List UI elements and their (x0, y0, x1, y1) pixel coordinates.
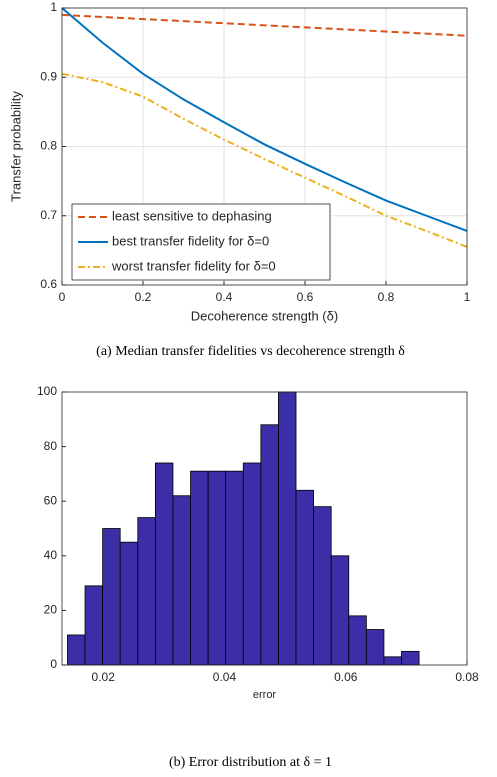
y-tick-label: 0.7 (40, 208, 57, 222)
histogram-bar (225, 470, 244, 666)
caption: (b) Error distribution at δ = 1 (169, 755, 332, 770)
line-series (61, 72, 468, 248)
legend-label: worst transfer fidelity for δ=0 (111, 258, 276, 273)
histogram-bar (207, 470, 227, 666)
y-tick-label: 40 (44, 548, 58, 562)
histogram-bar (401, 650, 420, 666)
histogram-bar (383, 656, 402, 666)
legend-label: best transfer fidelity for δ=0 (112, 233, 269, 248)
x-tick-label: 0.4 (216, 290, 233, 304)
histogram-bar (172, 495, 191, 666)
histogram-bar (330, 555, 350, 666)
y-tick-label: 1 (50, 0, 57, 14)
histogram-bar (119, 541, 139, 666)
histogram-bar (295, 489, 315, 666)
line-series (61, 13, 468, 37)
histogram-bar (313, 506, 332, 666)
y-tick-label: 0 (50, 657, 57, 671)
x-tick-label: 0.02 (92, 670, 116, 684)
histogram-bar (154, 462, 174, 666)
histogram-bar (84, 585, 104, 666)
x-tick-label: 0.04 (213, 670, 237, 684)
y-tick-label: 100 (37, 384, 57, 398)
y-tick-label: 80 (44, 439, 58, 453)
histogram-bar (365, 629, 385, 666)
legend-label: least sensitive to dephasing (112, 208, 272, 223)
x-tick-label: 0.08 (455, 670, 479, 684)
y-tick-label: 0.9 (40, 69, 57, 83)
histogram-bar (190, 470, 209, 666)
y-tick-label: 0.6 (40, 277, 57, 291)
line-series (61, 7, 468, 232)
axes-frame (61, 391, 468, 666)
histogram-bar (137, 517, 156, 666)
x-tick-label: 0.2 (135, 290, 152, 304)
histogram-bar (242, 462, 262, 666)
x-tick-label: 0 (59, 290, 66, 304)
histogram-bar (102, 528, 121, 666)
legend-box (71, 203, 331, 281)
y-axis-label: Transfer probability (8, 91, 23, 202)
x-tick-label: 1 (464, 290, 471, 304)
axes-frame (61, 7, 468, 286)
x-tick-label: 0.6 (297, 290, 314, 304)
x-tick-label: 0.8 (378, 290, 395, 304)
x-tick-label: 0.06 (334, 670, 358, 684)
x-axis-label: error (253, 689, 277, 701)
histogram-bar (67, 634, 86, 666)
histogram-bar (278, 391, 297, 666)
histogram-bar (348, 615, 367, 666)
y-tick-label: 60 (44, 493, 58, 507)
x-axis-label: Decoherence strength (δ) (191, 308, 338, 323)
histogram-bar (260, 424, 279, 666)
y-tick-label: 20 (44, 603, 58, 617)
y-tick-label: 0.8 (40, 139, 57, 153)
caption: (a) Median transfer fidelities vs decohe… (96, 344, 405, 359)
